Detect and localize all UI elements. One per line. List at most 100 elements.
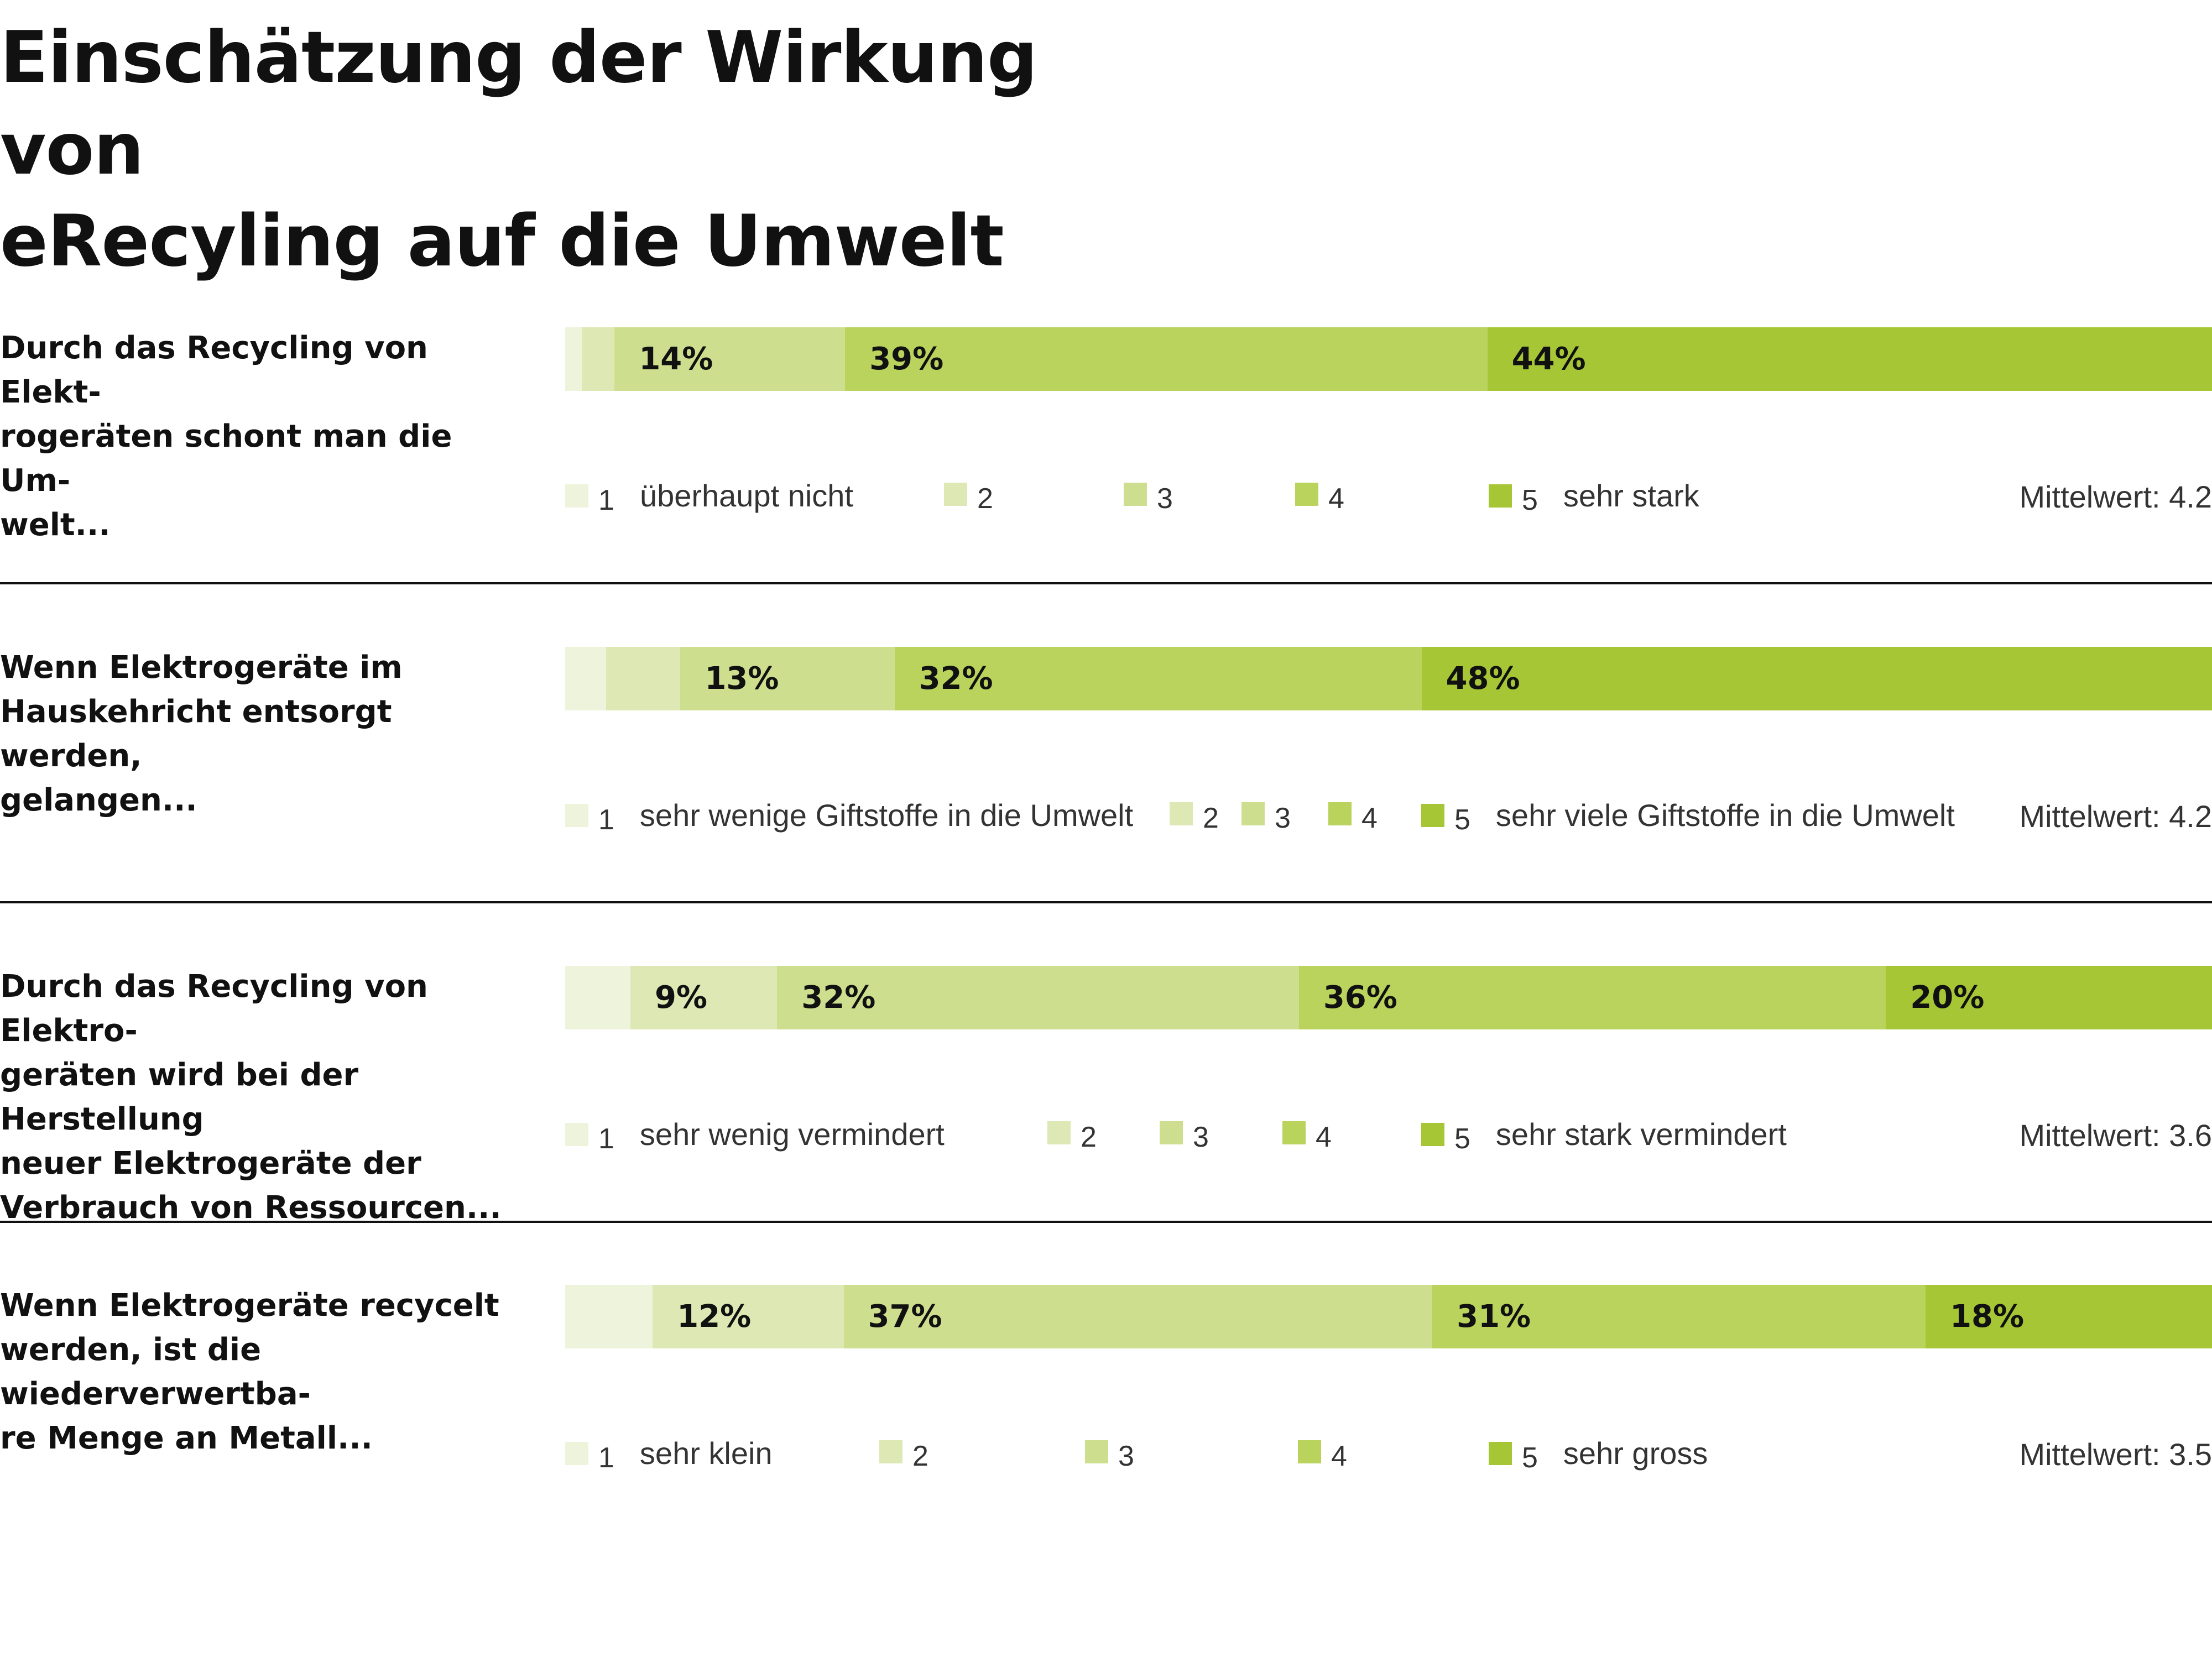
bar-segment-4: 36% [1298, 966, 1886, 1029]
divider-1 [0, 582, 2212, 584]
legend-scale-high: sehr stark vermindert [1495, 1117, 1787, 1152]
stacked-bar: 12% 37% 31% 18% [565, 1285, 2212, 1348]
legend-item-4: 4 [1298, 1435, 1347, 1474]
bar-segment-2: 12% [653, 1285, 844, 1348]
bar-value-label: 36% [1323, 980, 1397, 1016]
legend-swatch [1489, 1441, 1512, 1465]
question-line: neuer Elektrogeräte der [0, 1146, 421, 1181]
legend-number: 1 [598, 803, 614, 836]
chart-title-line-1: Einschätzung der Wirkung von [0, 17, 1037, 191]
bar-segment-1 [565, 966, 630, 1029]
bar-value-label: 12% [677, 1299, 752, 1335]
legend-item-3: 3 [1160, 1116, 1209, 1155]
legend-swatch [944, 483, 967, 506]
legend-item-1: 1 sehr wenige Giftstoffe in die Umwelt [565, 797, 1133, 836]
legend-swatch [1282, 1121, 1306, 1144]
chart-title-line-2: eRecyling auf die Umwelt [0, 200, 1004, 283]
question-text: Wenn Elektrogeräte recycelt werden, ist d… [0, 1284, 531, 1461]
legend-item-4: 4 [1295, 478, 1344, 516]
legend-item-5: 5 sehr gross [1489, 1435, 1708, 1474]
bar-value-label: 31% [1457, 1299, 1531, 1335]
bar-segment-4: 31% [1432, 1285, 1926, 1348]
legend-item-2: 2 [1170, 797, 1219, 836]
legend-item-1: 1 sehr klein [565, 1435, 773, 1474]
bar-value-label: 9% [654, 980, 708, 1016]
legend-swatch [1328, 802, 1352, 825]
legend-number: 4 [1328, 483, 1344, 515]
bar-segment-3: 37% [843, 1285, 1433, 1348]
legend: 1 überhaupt nicht 2 3 4 5 sehr stark Mittelwert… [565, 478, 2212, 516]
legend-scale-high: sehr stark [1563, 478, 1699, 513]
legend-number: 3 [1118, 1440, 1134, 1472]
question-line: Durch das Recycling von Elekt- [0, 330, 428, 410]
mean-value: Mittelwert: 4.2 [2019, 799, 2212, 834]
legend-item-2: 2 [1047, 1116, 1097, 1155]
mean-value: Mittelwert: 3.6 [2019, 1118, 2212, 1153]
mean-value: Mittelwert: 3.5 [2019, 1437, 2212, 1472]
legend-number: 4 [1361, 802, 1378, 834]
legend-swatch [1085, 1440, 1108, 1463]
legend-number: 4 [1331, 1440, 1347, 1472]
stacked-bar: 13% 32% 48% [565, 647, 2212, 710]
bar-segment-5: 18% [1926, 1285, 2212, 1348]
legend-scale-low: sehr klein [639, 1436, 773, 1471]
bar-segment-1 [565, 1285, 653, 1348]
legend-swatch [565, 803, 588, 827]
legend-swatch [1489, 484, 1512, 508]
legend-item-3: 3 [1085, 1435, 1134, 1474]
legend: 1 sehr klein 2 3 4 5 sehr gross Mittelwert: 3.5 [565, 1435, 2212, 1474]
legend-item-1: 1 überhaupt nicht [565, 478, 853, 516]
bar-value-label: 32% [919, 661, 993, 697]
question-text: Durch das Recycling von Elekt-rogeräten … [0, 326, 531, 547]
legend-swatch [1170, 802, 1193, 825]
bar-value-label: 32% [801, 980, 876, 1016]
legend-number: 5 [1454, 803, 1470, 836]
legend-item-5: 5 sehr stark vermindert [1421, 1116, 1787, 1155]
bar-value-label: 39% [869, 341, 944, 377]
divider-2 [0, 901, 2212, 903]
question-text: Durch das Recycling von Elektro-geräten … [0, 965, 531, 1230]
legend-number: 1 [598, 484, 614, 516]
legend-number: 2 [977, 483, 993, 515]
legend-item-4: 4 [1328, 797, 1378, 836]
question-line: geräten wird bei der Herstellung [0, 1057, 359, 1137]
bar-value-label: 44% [1511, 341, 1586, 377]
mean-value: Mittelwert: 4.2 [2019, 479, 2212, 514]
legend-swatch [1295, 483, 1318, 506]
bar-value-label: 20% [1910, 980, 1985, 1016]
legend-number: 5 [1522, 1441, 1538, 1474]
divider-3 [0, 1221, 2212, 1223]
legend-number: 3 [1193, 1121, 1209, 1153]
legend-item-2: 2 [879, 1435, 928, 1474]
legend-number: 5 [1522, 484, 1538, 516]
legend-number: 3 [1275, 802, 1291, 834]
bar-value-label: 48% [1446, 661, 1520, 697]
legend-item-5: 5 sehr viele Giftstoffe in die Umwelt [1421, 797, 1955, 836]
stacked-bar: 9% 32% 36% 20% [565, 966, 2212, 1029]
bar-value-label: 37% [868, 1299, 942, 1335]
legend-swatch [1421, 1122, 1444, 1146]
bar-value-label: 18% [1950, 1299, 2025, 1335]
legend-item-2: 2 [944, 478, 993, 516]
legend-swatch [879, 1440, 902, 1463]
legend-number: 1 [598, 1122, 614, 1155]
bar-segment-4: 32% [894, 647, 1422, 710]
bar-value-label: 13% [705, 661, 779, 697]
legend-scale-low: überhaupt nicht [639, 478, 853, 513]
legend: 1 sehr wenig vermindert 2 3 4 5 sehr stark ver… [565, 1116, 2212, 1155]
legend-item-3: 3 [1241, 797, 1291, 836]
legend-number: 5 [1454, 1122, 1470, 1155]
legend-number: 2 [1081, 1121, 1097, 1153]
bar-segment-2 [581, 327, 615, 391]
stacked-bar: 14% 39% 44% [565, 327, 2212, 391]
legend-scale-low: sehr wenige Giftstoffe in die Umwelt [639, 798, 1134, 833]
legend-swatch [1241, 802, 1265, 825]
chart-title: Einschätzung der Wirkung von eRecyling a… [0, 12, 1161, 287]
legend-swatch [565, 1122, 588, 1146]
question-line: re Menge an Metall... [0, 1420, 373, 1456]
legend-scale-low: sehr wenig vermindert [639, 1117, 945, 1152]
question-line: werden, ist die wiederverwertba- [0, 1332, 311, 1412]
legend-item-3: 3 [1124, 478, 1173, 516]
question-line: Wenn Elektrogeräte im [0, 650, 403, 686]
legend-swatch [1124, 483, 1147, 506]
